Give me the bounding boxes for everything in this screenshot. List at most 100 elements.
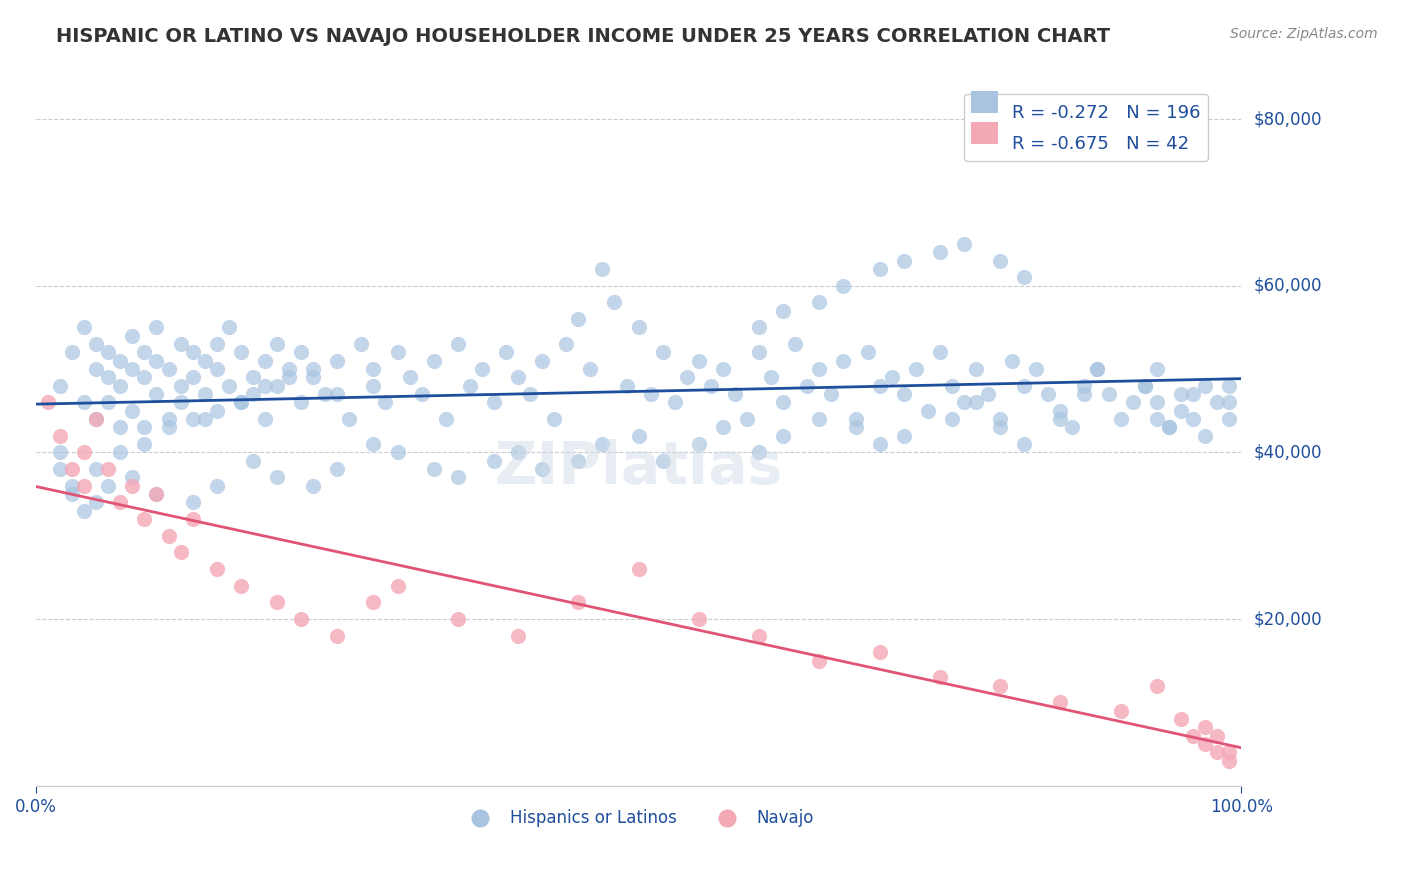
Point <box>278 362 301 376</box>
Point <box>181 512 204 526</box>
Point <box>447 470 470 484</box>
Text: $60,000: $60,000 <box>1253 277 1322 294</box>
Point <box>579 362 602 376</box>
Point <box>49 462 72 476</box>
Point <box>49 378 72 392</box>
Point <box>229 395 252 409</box>
Point <box>869 437 891 451</box>
Point <box>97 395 120 409</box>
Point <box>844 412 866 426</box>
Text: Source: ZipAtlas.com: Source: ZipAtlas.com <box>1230 27 1378 41</box>
Point <box>748 320 770 334</box>
Point <box>229 345 252 359</box>
Point <box>253 412 276 426</box>
Point <box>1073 378 1095 392</box>
Point <box>893 429 915 443</box>
Point <box>482 454 505 468</box>
Point <box>97 479 120 493</box>
Point <box>422 353 444 368</box>
Point <box>748 345 770 359</box>
Point <box>242 370 264 384</box>
Point <box>60 462 83 476</box>
Point <box>1146 679 1168 693</box>
Point <box>49 445 72 459</box>
Point <box>73 504 96 518</box>
Point <box>374 395 396 409</box>
Point <box>531 353 554 368</box>
Point <box>808 295 831 310</box>
Point <box>1194 429 1216 443</box>
Point <box>1049 404 1071 418</box>
Point <box>759 370 782 384</box>
Point <box>603 295 626 310</box>
Point <box>134 512 156 526</box>
Point <box>832 353 855 368</box>
Point <box>820 387 842 401</box>
Point <box>1218 746 1240 760</box>
Text: $20,000: $20,000 <box>1253 610 1322 628</box>
Point <box>97 345 120 359</box>
Point <box>266 378 288 392</box>
Point <box>181 412 204 426</box>
Point <box>941 412 963 426</box>
Point <box>290 395 312 409</box>
Point <box>134 420 156 434</box>
Point <box>411 387 433 401</box>
Point <box>110 420 132 434</box>
Point <box>363 362 385 376</box>
Point <box>688 612 710 626</box>
Point <box>60 345 83 359</box>
Legend: Hispanics or Latinos, Navajo: Hispanics or Latinos, Navajo <box>457 803 821 834</box>
Point <box>157 412 180 426</box>
Point <box>1025 362 1047 376</box>
Point <box>229 579 252 593</box>
Point <box>482 395 505 409</box>
Point <box>675 370 697 384</box>
Point <box>266 595 288 609</box>
Point <box>988 412 1011 426</box>
Point <box>651 454 673 468</box>
Point <box>1206 729 1229 743</box>
Point <box>1170 404 1192 418</box>
Point <box>651 345 673 359</box>
Point <box>242 454 264 468</box>
Point <box>506 370 529 384</box>
Point <box>880 370 903 384</box>
Point <box>84 412 107 426</box>
Point <box>1157 420 1180 434</box>
Point <box>832 278 855 293</box>
Point <box>965 395 987 409</box>
Point <box>928 670 950 684</box>
Point <box>194 412 217 426</box>
Text: ZIPlatlas: ZIPlatlas <box>495 439 783 496</box>
Point <box>326 629 349 643</box>
Point <box>941 378 963 392</box>
Point <box>60 479 83 493</box>
Point <box>772 303 794 318</box>
Point <box>169 395 191 409</box>
Point <box>121 404 143 418</box>
Point <box>110 445 132 459</box>
Point <box>60 487 83 501</box>
Point <box>953 237 976 252</box>
Point <box>567 454 589 468</box>
Point <box>134 345 156 359</box>
Point <box>205 479 228 493</box>
Point <box>145 320 167 334</box>
Point <box>434 412 457 426</box>
Point <box>519 387 541 401</box>
Point <box>1109 412 1132 426</box>
Point <box>314 387 336 401</box>
Point <box>326 462 349 476</box>
Point <box>157 362 180 376</box>
Point <box>627 320 650 334</box>
Point <box>977 387 1000 401</box>
Point <box>229 395 252 409</box>
Point <box>1038 387 1060 401</box>
Point <box>700 378 723 392</box>
Point <box>1122 395 1144 409</box>
Point <box>422 462 444 476</box>
Point <box>869 378 891 392</box>
Point <box>363 378 385 392</box>
Point <box>735 412 758 426</box>
